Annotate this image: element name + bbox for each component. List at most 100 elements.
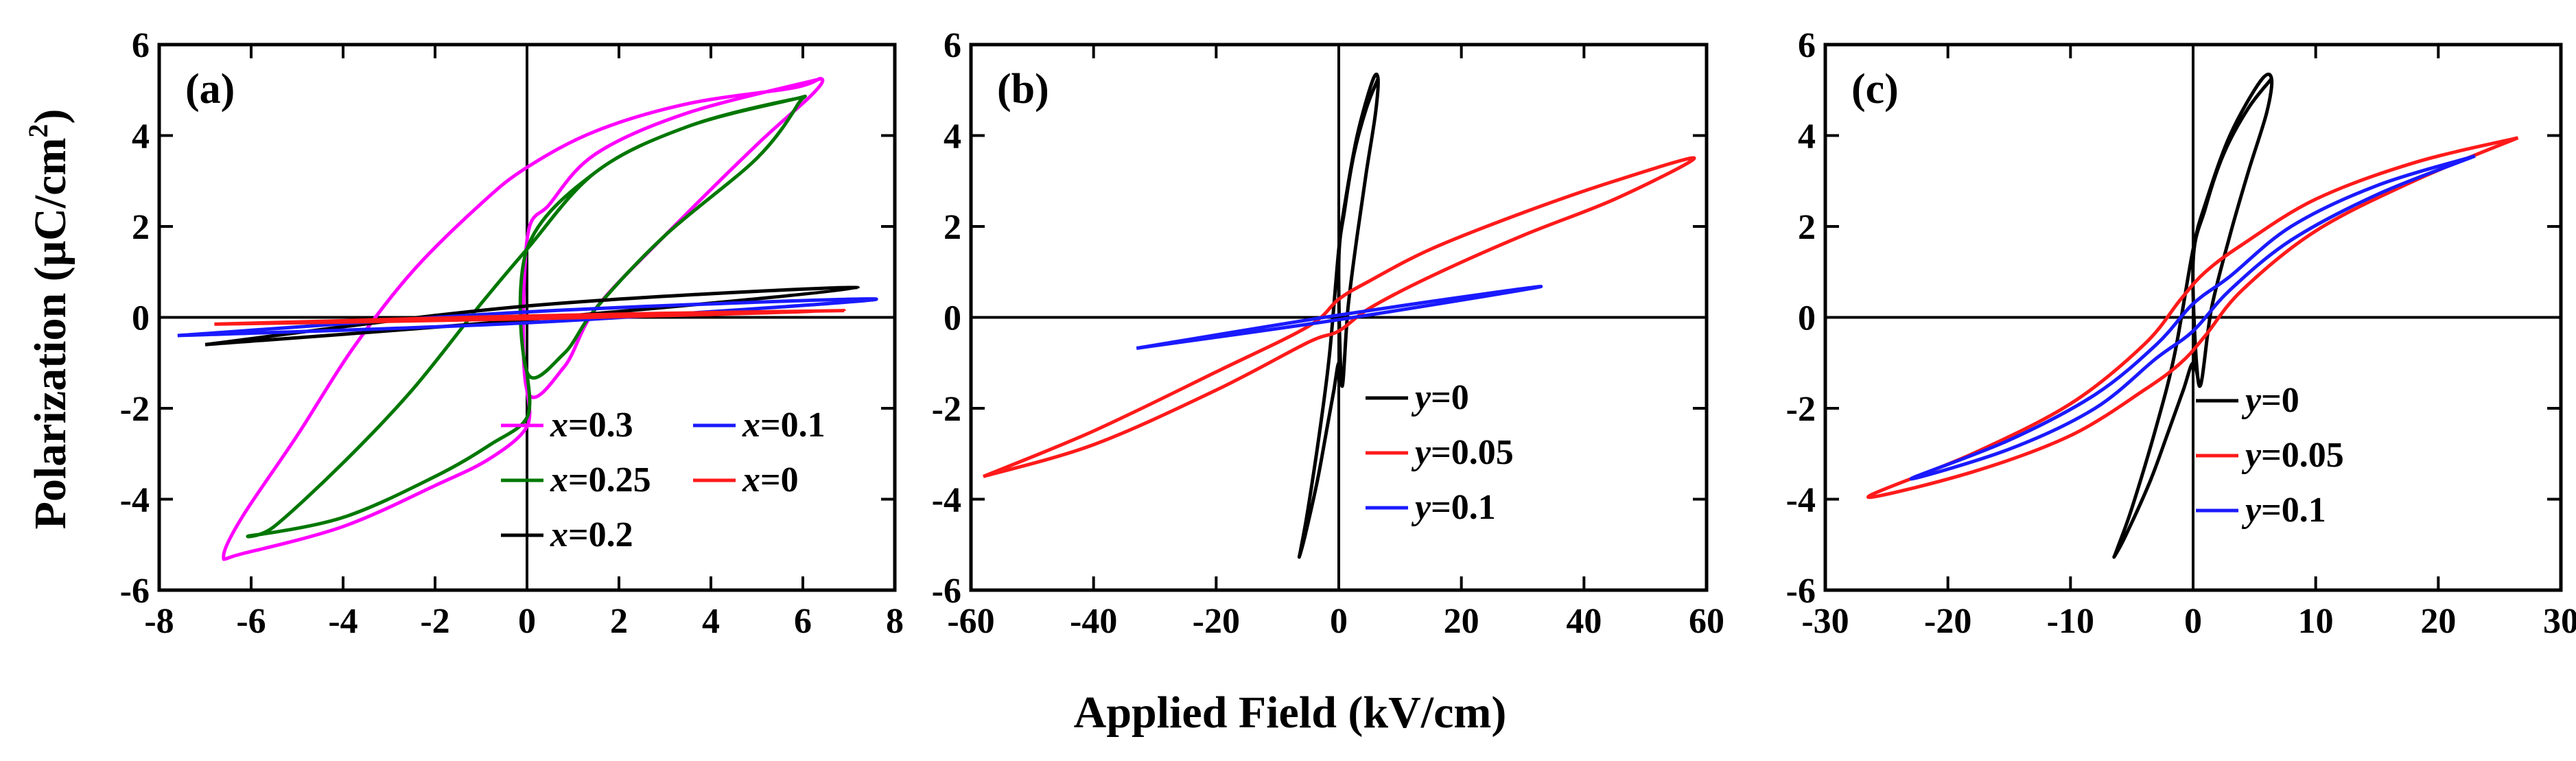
legend-label: x=0	[742, 460, 799, 500]
legend-label: y=0	[2241, 381, 2299, 420]
panel-b: -60 -40 -20 0 20 40 60-6-4-20246(b)y=0y=0.05y=…	[932, 26, 1724, 641]
legend-label: y=0.1	[2241, 491, 2326, 530]
legend-variable: y	[1411, 433, 1431, 472]
legend-value: =0	[1431, 378, 1469, 417]
y-tick-label: 2	[132, 208, 150, 247]
y-tick-label: -2	[120, 390, 150, 429]
x-tick-label: 6	[794, 602, 812, 641]
x-tick-label: -60	[947, 602, 994, 641]
x-tick-label: 0	[1330, 602, 1348, 641]
y-tick-label: 0	[132, 299, 150, 338]
y-axis-title-unit: μC/cm	[25, 138, 75, 267]
panel-c: -30 -20 -10 0 10 20 30-6-4-20246(c)y=0y=0.05y=…	[1786, 26, 2576, 641]
y-tick-label: -6	[120, 572, 150, 611]
y-tick-label: 6	[1798, 26, 1816, 65]
y-tick-label: 4	[944, 117, 961, 156]
x-tick-label: 4	[702, 602, 720, 641]
x-tick-label: 0	[2184, 602, 2202, 641]
y-tick-label: 2	[1798, 208, 1816, 247]
y-tick-label: 4	[132, 117, 150, 156]
y-tick-label: -4	[1786, 481, 1816, 520]
x-tick-label: 40	[1566, 602, 1602, 641]
legend-variable: y	[2241, 491, 2262, 530]
series-line-y-0.05	[1866, 136, 2519, 500]
legend-label: x=0.2	[550, 515, 633, 554]
series-line-y-0.05	[982, 156, 1696, 478]
y-tick-label: 6	[132, 26, 150, 65]
y-tick-label: 0	[944, 299, 961, 338]
y-tick-label: -2	[1786, 390, 1816, 429]
panel-label: (c)	[1851, 66, 1899, 113]
x-tick-label: -20	[1924, 602, 1971, 641]
legend-variable: x	[742, 406, 760, 445]
legend-value: =0.3	[568, 406, 633, 445]
legend-value: =0	[2261, 381, 2299, 420]
legend-label: y=0.05	[2241, 436, 2344, 475]
legend-variable: y	[1411, 378, 1431, 417]
legend-label: x=0.3	[550, 406, 633, 445]
y-tick-label: 6	[944, 26, 961, 65]
x-tick-label: 20	[1444, 602, 1479, 641]
legend-label: y=0.05	[1411, 433, 1514, 472]
legend-label: y=0.1	[1411, 488, 1496, 527]
series-line-x-0	[214, 309, 846, 326]
legend-value: =0.1	[760, 406, 826, 445]
x-tick-label: -30	[1801, 602, 1849, 641]
y-axis-title-suffix: )	[25, 109, 75, 124]
legend-value: =0.05	[1431, 433, 1514, 472]
x-tick-label: -6	[236, 602, 266, 641]
legend-value: =0.05	[2261, 436, 2344, 475]
series-line-y-0	[1297, 72, 1380, 559]
legend-variable: y	[1411, 488, 1431, 527]
x-tick-label: -20	[1193, 602, 1240, 641]
y-tick-label: 2	[944, 208, 961, 247]
x-tick-label: 20	[2420, 602, 2456, 641]
panel-label: (b)	[997, 66, 1049, 113]
legend-label: x=0.1	[742, 406, 826, 445]
series-line-y-0.1	[1136, 284, 1543, 350]
x-tick-label: 8	[886, 602, 904, 641]
x-tick-label: 10	[2298, 602, 2334, 641]
y-axis-title-prefix: Polarization (	[25, 266, 75, 529]
legend-value: =0	[760, 460, 799, 500]
legend-variable: y	[2241, 381, 2262, 420]
x-tick-label: -10	[2047, 602, 2094, 641]
x-tick-label: -2	[420, 602, 449, 641]
y-axis-title-sup: 2	[23, 124, 54, 138]
y-axis-title: Polarization (μC/cm2)	[23, 109, 75, 530]
legend: x=0.3 x=0.1x=0.25 x=0x=0.2	[501, 406, 826, 554]
x-tick-label: 0	[518, 602, 536, 641]
y-tick-label: -6	[932, 572, 961, 611]
x-tick-label: -8	[144, 602, 174, 641]
legend-variable: y	[2241, 436, 2262, 475]
legend-variable: x	[742, 460, 760, 500]
legend-variable: x	[550, 406, 568, 445]
legend: y=0y=0.05y=0.1	[1366, 378, 1514, 527]
x-axis-title: Applied Field (kV/cm)	[1074, 688, 1507, 738]
legend-value: =0.1	[1431, 488, 1496, 527]
y-tick-label: 0	[1798, 299, 1816, 338]
legend-label: x=0.25	[550, 460, 651, 500]
x-tick-label: 30	[2543, 602, 2576, 641]
y-tick-label: -6	[1786, 572, 1816, 611]
legend-value: =0.2	[568, 515, 633, 554]
x-tick-label: 60	[1689, 602, 1724, 641]
legend-variable: x	[550, 460, 568, 500]
y-tick-label: -4	[120, 481, 150, 520]
y-tick-label: -4	[932, 481, 961, 520]
x-tick-label: 2	[610, 602, 628, 641]
y-tick-label: 4	[1798, 117, 1816, 156]
legend-variable: x	[550, 515, 568, 554]
x-tick-label: -4	[328, 602, 358, 641]
y-tick-label: -2	[932, 390, 961, 429]
series-line-y-0.1	[1909, 154, 2476, 481]
panel-label: (a)	[185, 66, 235, 113]
legend-value: =0.1	[2261, 491, 2326, 530]
legend-value: =0.25	[568, 460, 651, 500]
x-tick-label: -40	[1070, 602, 1117, 641]
legend-label: y=0	[1411, 378, 1469, 417]
legend: y=0y=0.05y=0.1	[2196, 381, 2344, 530]
